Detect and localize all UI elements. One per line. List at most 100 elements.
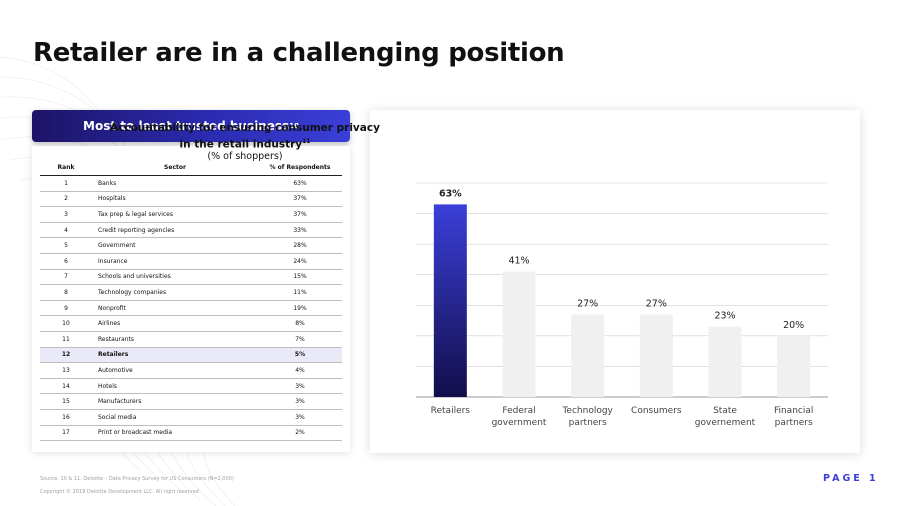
trust-table-header: Most to least trusted business 10: [32, 110, 350, 142]
cell-rank: 9: [40, 300, 92, 317]
cell-pct: 11%: [258, 284, 342, 301]
data-label: 63%: [439, 188, 462, 199]
cell-sector: Airlines: [92, 315, 258, 332]
category-label: State: [713, 406, 737, 416]
cell-pct: 24%: [258, 253, 342, 270]
cell-pct: 37%: [258, 191, 342, 208]
table-row: 11 Restaurants 7%: [40, 331, 342, 348]
cell-pct: 3%: [258, 393, 342, 410]
table-row: 16 Social media 3%: [40, 409, 342, 426]
cell-sector: Insurance: [92, 253, 258, 270]
cell-pct: 3%: [258, 378, 342, 395]
cell-sector: Restaurants: [92, 331, 258, 348]
trust-table-header-ref: 10: [289, 122, 299, 130]
cell-sector: Social media: [92, 409, 258, 426]
cell-pct: 37%: [258, 206, 342, 223]
footer-copyright: Copyright © 2019 Deloitte Development LL…: [40, 489, 199, 495]
cell-pct: 4%: [258, 362, 342, 379]
cell-sector: Print or broadcast media: [92, 425, 258, 442]
category-label: partners: [569, 418, 607, 428]
cell-sector: Credit reporting agencies: [92, 222, 258, 239]
table-row: 1 Banks 63%: [40, 175, 342, 192]
cell-rank: 14: [40, 378, 92, 395]
table-row: 7 Schools and universities 15%: [40, 269, 342, 286]
footer-source: Source: 10 & 11. Deloitte – Data Privacy…: [40, 476, 234, 482]
table-row: 17 Print or broadcast media 2%: [40, 425, 342, 442]
cell-sector: Technology companies: [92, 284, 258, 301]
cell-rank: 5: [40, 237, 92, 254]
table-row: 9 Nonprofit 19%: [40, 300, 342, 317]
table-row: 2 Hospitals 37%: [40, 191, 342, 208]
cell-pct: 2%: [258, 425, 342, 442]
table-row: 12 Retailers 5%: [40, 347, 342, 364]
col-header-pct: % of Respondents: [258, 160, 342, 176]
cell-rank: 17: [40, 425, 92, 442]
bar-4: [639, 314, 673, 397]
chart-title: Accountability for ensuring consumer pri…: [0, 121, 490, 152]
category-label: government: [492, 418, 547, 428]
data-label: 27%: [577, 298, 598, 309]
col-header-sector: Sector: [92, 160, 258, 176]
bar-6: [777, 335, 811, 397]
cell-pct: 15%: [258, 269, 342, 286]
cell-rank: 3: [40, 206, 92, 223]
cell-sector: Banks: [92, 175, 258, 192]
page-title: Retailer are in a challenging position: [33, 38, 565, 68]
table-row: 5 Government 28%: [40, 237, 342, 254]
table-row: 14 Hotels 3%: [40, 378, 342, 395]
category-label: Consumers: [631, 406, 682, 416]
cell-rank: 12: [40, 347, 92, 364]
data-label: 23%: [714, 311, 735, 322]
category-label: Financial: [774, 406, 813, 416]
cell-sector: Automotive: [92, 362, 258, 379]
trust-table-card: Rank Sector % of Respondents 1 Banks 63% 2 H…: [32, 146, 350, 452]
data-label: 27%: [646, 298, 667, 309]
trust-table-header-label: Most to least trusted business: [83, 119, 290, 133]
category-label: Retailers: [431, 406, 471, 416]
cell-pct: 3%: [258, 409, 342, 426]
category-label: governement: [695, 418, 756, 428]
category-label: Technology: [561, 406, 613, 416]
cell-pct: 33%: [258, 222, 342, 239]
trust-table-body: 1 Banks 63% 2 Hospitals 37% 3 Tax prep & legal …: [40, 175, 342, 442]
chart-title-line2: in the retail industry: [179, 138, 303, 151]
category-label: Federal: [502, 406, 535, 416]
cell-sector: Retailers: [92, 347, 258, 364]
cell-rank: 15: [40, 393, 92, 410]
cell-rank: 16: [40, 409, 92, 426]
bar-1: [433, 204, 467, 397]
chart-title-ref: 11: [302, 138, 311, 145]
data-label: 41%: [508, 256, 529, 267]
table-row: 15 Manufacturers 3%: [40, 393, 342, 410]
cell-sector: Hospitals: [92, 191, 258, 208]
chart-subtitle: (% of shoppers): [207, 151, 283, 162]
cell-rank: 6: [40, 253, 92, 270]
cell-sector: Tax prep & legal services: [92, 206, 258, 223]
cell-rank: 10: [40, 315, 92, 332]
bar-2: [502, 271, 536, 397]
cell-pct: 63%: [258, 175, 342, 192]
cell-rank: 4: [40, 222, 92, 239]
cell-rank: 7: [40, 269, 92, 286]
cell-rank: 8: [40, 284, 92, 301]
cell-sector: Nonprofit: [92, 300, 258, 317]
table-row: 6 Insurance 24%: [40, 253, 342, 270]
cell-pct: 7%: [258, 331, 342, 348]
data-label: 20%: [783, 320, 804, 331]
cell-pct: 19%: [258, 300, 342, 317]
table-row: 3 Tax prep & legal services 37%: [40, 206, 342, 223]
bar-3: [571, 314, 605, 397]
table-row: 10 Airlines 8%: [40, 315, 342, 332]
cell-pct: 5%: [258, 347, 342, 364]
table-row: 13 Automotive 4%: [40, 362, 342, 379]
col-header-rank: Rank: [40, 160, 92, 176]
cell-rank: 11: [40, 331, 92, 348]
cell-sector: Hotels: [92, 378, 258, 395]
bar-5: [708, 326, 742, 397]
table-row: 4 Credit reporting agencies 33%: [40, 222, 342, 239]
cell-sector: Schools and universities: [92, 269, 258, 286]
cell-pct: 28%: [258, 237, 342, 254]
table-row: 8 Technology companies 11%: [40, 284, 342, 301]
trust-table-header-row: Rank Sector % of Respondents: [40, 160, 342, 176]
